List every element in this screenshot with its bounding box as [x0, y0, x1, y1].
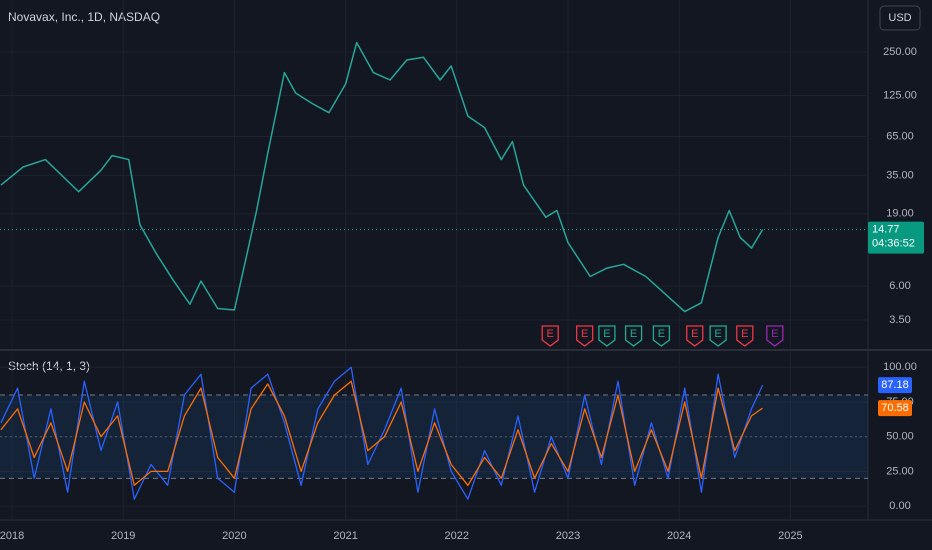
- earnings-label: E: [581, 328, 588, 340]
- earnings-label: E: [547, 328, 554, 340]
- y-tick-label: 19.00: [886, 208, 914, 220]
- chart-title: Novavax, Inc., 1D, NASDAQ: [8, 10, 160, 24]
- x-tick-label: 2019: [111, 530, 135, 542]
- earnings-marker: [541, 325, 559, 347]
- countdown-label: 04:36:52: [872, 237, 915, 249]
- indicator-title: Stoch (14, 1, 3): [8, 359, 90, 373]
- y-tick-label: 3.50: [889, 314, 910, 326]
- earnings-label: E: [603, 328, 610, 340]
- stoch-line: [0, 380, 763, 486]
- earnings-marker: [598, 325, 616, 347]
- last-value-box: [878, 377, 912, 394]
- price-line: [0, 41, 764, 313]
- stoch-line: [0, 366, 764, 500]
- x-tick-label: 2023: [556, 530, 580, 542]
- currency-label[interactable]: USD: [888, 12, 911, 24]
- x-tick-label: 2018: [0, 530, 24, 542]
- earnings-marker: [736, 325, 754, 347]
- y-tick-label: 6.00: [889, 280, 910, 292]
- earnings-label: E: [741, 328, 748, 340]
- x-tick-label: 2025: [778, 530, 802, 542]
- last-value-label: 70.58: [881, 402, 909, 414]
- y-tick-label: 50.00: [886, 431, 914, 443]
- earnings-label: E: [771, 328, 778, 340]
- currency-button[interactable]: [879, 5, 921, 31]
- earnings-label: E: [714, 328, 721, 340]
- y-tick-label: 25.00: [886, 465, 914, 477]
- earnings-marker: [766, 325, 784, 347]
- last-value-box: [878, 400, 912, 417]
- earnings-marker: [709, 325, 727, 347]
- earnings-label: E: [691, 328, 698, 340]
- x-tick-label: 2022: [445, 530, 469, 542]
- last-value-label: 87.18: [881, 379, 909, 391]
- earnings-marker: [652, 325, 671, 347]
- x-tick-label: 2024: [667, 530, 691, 542]
- earnings-marker: [686, 325, 704, 347]
- earnings-marker: [624, 325, 643, 347]
- y-tick-label: 250.00: [883, 46, 917, 58]
- x-tick-label: 2020: [222, 530, 246, 542]
- y-tick-label: 65.00: [886, 130, 914, 142]
- x-tick-label: 2021: [333, 530, 357, 542]
- y-tick-label: 35.00: [886, 169, 914, 181]
- last-price-label: 14.77: [872, 223, 900, 235]
- earnings-marker: [576, 325, 594, 347]
- earnings-label: E: [630, 328, 637, 340]
- earnings-label: E: [658, 328, 665, 340]
- y-tick-label: 0.00: [889, 500, 910, 512]
- y-tick-label: 100.00: [883, 361, 917, 373]
- y-tick-label: 125.00: [883, 89, 917, 101]
- last-price-box: [868, 221, 924, 254]
